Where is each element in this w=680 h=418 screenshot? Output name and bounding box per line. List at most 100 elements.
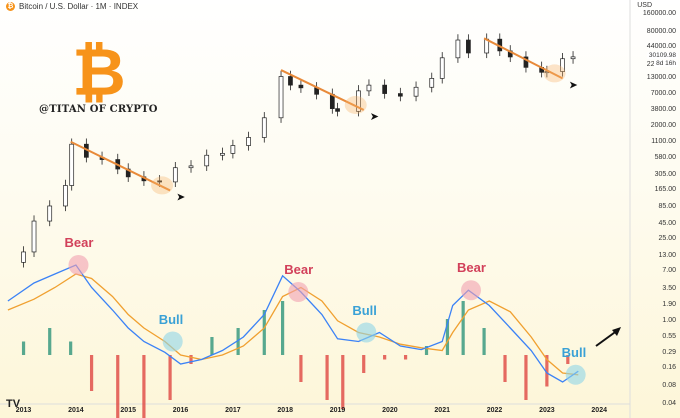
histogram-bar xyxy=(545,355,549,387)
bull-label: Bull xyxy=(352,302,377,318)
candle-body xyxy=(188,165,194,169)
candle-body xyxy=(204,154,210,167)
x-tick-label: 2015 xyxy=(120,407,136,414)
trend-line xyxy=(280,69,365,111)
candle-countdown: 8d 16h xyxy=(654,60,678,67)
y-tick-label: 0.16 xyxy=(662,364,676,372)
candle-body xyxy=(570,56,576,60)
y-tick-label: 85.00 xyxy=(658,203,676,211)
x-tick-label: 2020 xyxy=(382,407,398,414)
candle-body xyxy=(466,39,471,54)
histogram-bar xyxy=(210,337,214,355)
y-tick-label: 44000.00 xyxy=(646,43,676,51)
y-tick-label: 13.00 xyxy=(658,251,676,259)
chart-header: ₿ Bitcoin / U.S. Dollar · 1M · INDEX xyxy=(6,2,138,11)
candle-body xyxy=(335,108,340,112)
candle-body xyxy=(382,84,387,94)
histogram-bar xyxy=(482,328,486,355)
histogram-bar xyxy=(403,355,408,360)
histogram-bar xyxy=(262,310,266,355)
y-tick-label: 25.00 xyxy=(658,234,676,242)
bear-label: Bear xyxy=(284,262,314,277)
candle-body xyxy=(429,78,435,88)
candle-body xyxy=(157,180,162,183)
y-tick-label: 580.00 xyxy=(654,154,676,162)
candle-body xyxy=(278,76,284,119)
bull-marker xyxy=(162,331,183,352)
candle-body xyxy=(69,143,75,186)
candle-body xyxy=(230,145,236,154)
candle-body xyxy=(455,39,461,59)
candle-body xyxy=(356,90,361,112)
bear-marker xyxy=(288,282,309,302)
y-tick-label: 1.00 xyxy=(662,317,676,325)
candle-body xyxy=(220,153,225,156)
histogram-bar xyxy=(236,328,240,355)
candle-body xyxy=(398,93,403,97)
x-tick-label: 2024 xyxy=(591,407,607,414)
breakout-highlight xyxy=(151,176,174,195)
histogram-bar xyxy=(299,355,303,382)
rocket-icon: ➤ xyxy=(176,191,185,203)
y-tick-label: 305.00 xyxy=(654,170,676,178)
candle-body xyxy=(413,86,419,97)
histogram-bar xyxy=(142,355,146,418)
histogram-bar xyxy=(189,355,193,364)
candle-body xyxy=(63,185,68,207)
x-tick-label: 2023 xyxy=(539,407,555,414)
x-tick-label: 2018 xyxy=(277,407,293,414)
bull-marker xyxy=(356,322,377,343)
y-tick-label: 2000.00 xyxy=(650,122,676,130)
y-tick-label: 0.29 xyxy=(662,349,676,357)
x-tick-label: 2013 xyxy=(15,407,32,414)
histogram-bar xyxy=(383,355,387,360)
x-tick-label: 2016 xyxy=(172,407,189,414)
trend-line xyxy=(483,37,564,80)
currency-label: USD xyxy=(637,2,652,9)
bitcoin-logo: ₿ xyxy=(72,34,126,111)
histogram-bar xyxy=(362,355,366,373)
y-tick-label: 160000.00 xyxy=(642,10,676,17)
histogram-bar xyxy=(89,355,94,391)
candle-body xyxy=(523,56,529,68)
x-tick-label: 2014 xyxy=(68,407,84,414)
histogram-bar xyxy=(445,319,450,355)
current-price: 30109.98 xyxy=(646,52,678,59)
bull-label: Bull xyxy=(158,311,184,327)
y-tick-label: 0.55 xyxy=(662,332,676,340)
up-arrow-head xyxy=(612,327,621,336)
bear-label: Bear xyxy=(457,260,486,276)
candle-body xyxy=(47,205,53,222)
candle-body xyxy=(246,137,251,146)
y-tick-label: 0.04 xyxy=(662,400,676,407)
author-handle: @TITAN OF CRYPTO xyxy=(39,104,158,115)
rocket-icon: ➤ xyxy=(569,79,578,91)
breakout-highlight xyxy=(543,64,566,83)
bear-marker xyxy=(461,280,481,301)
y-tick-label: 80000.00 xyxy=(646,27,676,35)
chart-title: Bitcoin / U.S. Dollar · 1M · INDEX xyxy=(19,2,139,11)
bear-label: Bear xyxy=(64,235,94,250)
histogram-bar xyxy=(566,355,570,364)
y-tick-label: 7.00 xyxy=(662,267,676,275)
y-tick-label: 0.08 xyxy=(662,382,676,390)
candle-body xyxy=(288,76,293,86)
histogram-bar xyxy=(168,355,172,400)
x-tick-label: 2021 xyxy=(434,407,450,414)
candle-body xyxy=(439,57,445,79)
rocket-icon: ➤ xyxy=(370,111,379,123)
histogram-bar xyxy=(503,355,507,382)
histogram-bar xyxy=(48,328,52,355)
histogram-bar xyxy=(69,341,73,355)
candle-body xyxy=(31,220,37,253)
histogram-bar xyxy=(341,355,345,409)
y-tick-label: 165.00 xyxy=(654,186,676,194)
candle-body xyxy=(560,58,565,72)
candle-body xyxy=(298,84,304,89)
histogram-bar xyxy=(21,341,26,355)
y-tick-label: 1.90 xyxy=(662,300,676,308)
y-tick-label: 7000.00 xyxy=(650,90,676,98)
bull-marker xyxy=(565,364,586,385)
